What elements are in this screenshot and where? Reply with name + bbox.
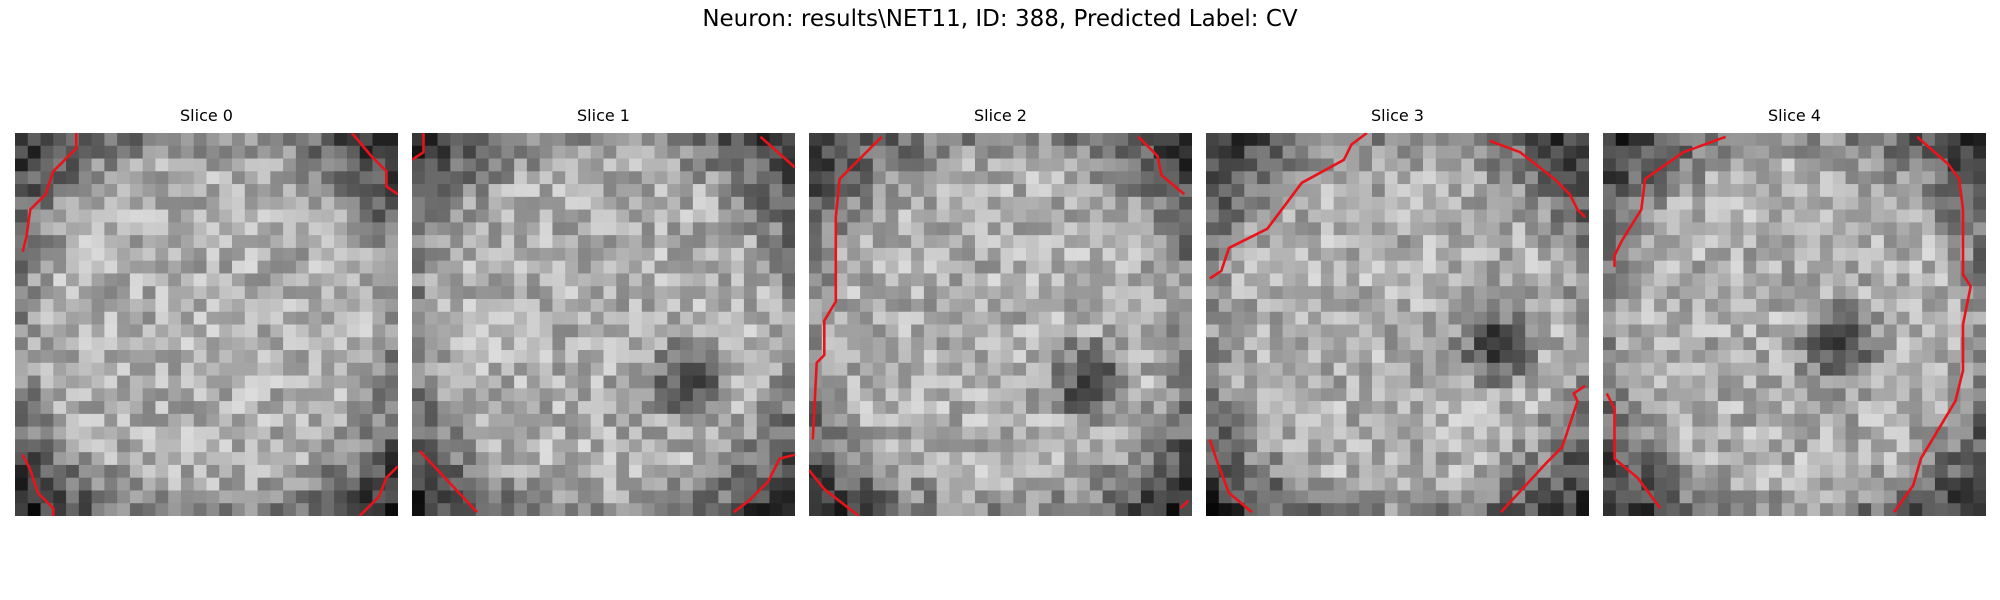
slice-image	[15, 133, 398, 516]
contour-line	[1209, 133, 1368, 280]
pixel-grid	[15, 133, 398, 516]
slice-image	[412, 133, 795, 516]
slice-svg	[412, 133, 795, 516]
contour-line	[1208, 438, 1253, 514]
contour-line	[21, 133, 78, 253]
contour-line	[1499, 384, 1586, 514]
slice-image	[809, 133, 1192, 516]
contour-line	[351, 133, 398, 196]
slice-svg	[1603, 133, 1986, 516]
contour-line	[1605, 392, 1662, 510]
slice-title: Slice 2	[974, 106, 1027, 125]
contour-line	[1488, 139, 1587, 219]
slice-image	[1206, 133, 1589, 516]
pixel-grid	[809, 133, 1192, 516]
contour-line	[1613, 135, 1727, 267]
pixel-grid	[1603, 133, 1986, 516]
contour-line	[21, 454, 55, 516]
slice-image	[1603, 133, 1986, 516]
figure-title: Neuron: results\NET11, ID: 388, Predicte…	[702, 6, 1298, 32]
slice-title: Slice 4	[1768, 106, 1821, 125]
slice-title: Slice 0	[180, 106, 233, 125]
contour-line	[358, 465, 398, 516]
slice-title: Slice 1	[577, 106, 630, 125]
contour-line	[1137, 135, 1186, 196]
contour-line	[811, 135, 883, 440]
contour-line	[418, 450, 479, 514]
pixel-grid	[412, 133, 795, 516]
slice-title: Slice 3	[1371, 106, 1424, 125]
contour-line	[1893, 135, 1973, 513]
slice-svg	[1206, 133, 1589, 516]
contour-line	[732, 453, 795, 514]
contour-line	[759, 135, 795, 169]
contour-line	[809, 469, 860, 516]
slice-svg	[809, 133, 1192, 516]
contour-line	[1179, 499, 1190, 510]
pixel-grid	[1206, 133, 1589, 516]
slice-svg	[15, 133, 398, 516]
contour-line	[412, 133, 425, 161]
